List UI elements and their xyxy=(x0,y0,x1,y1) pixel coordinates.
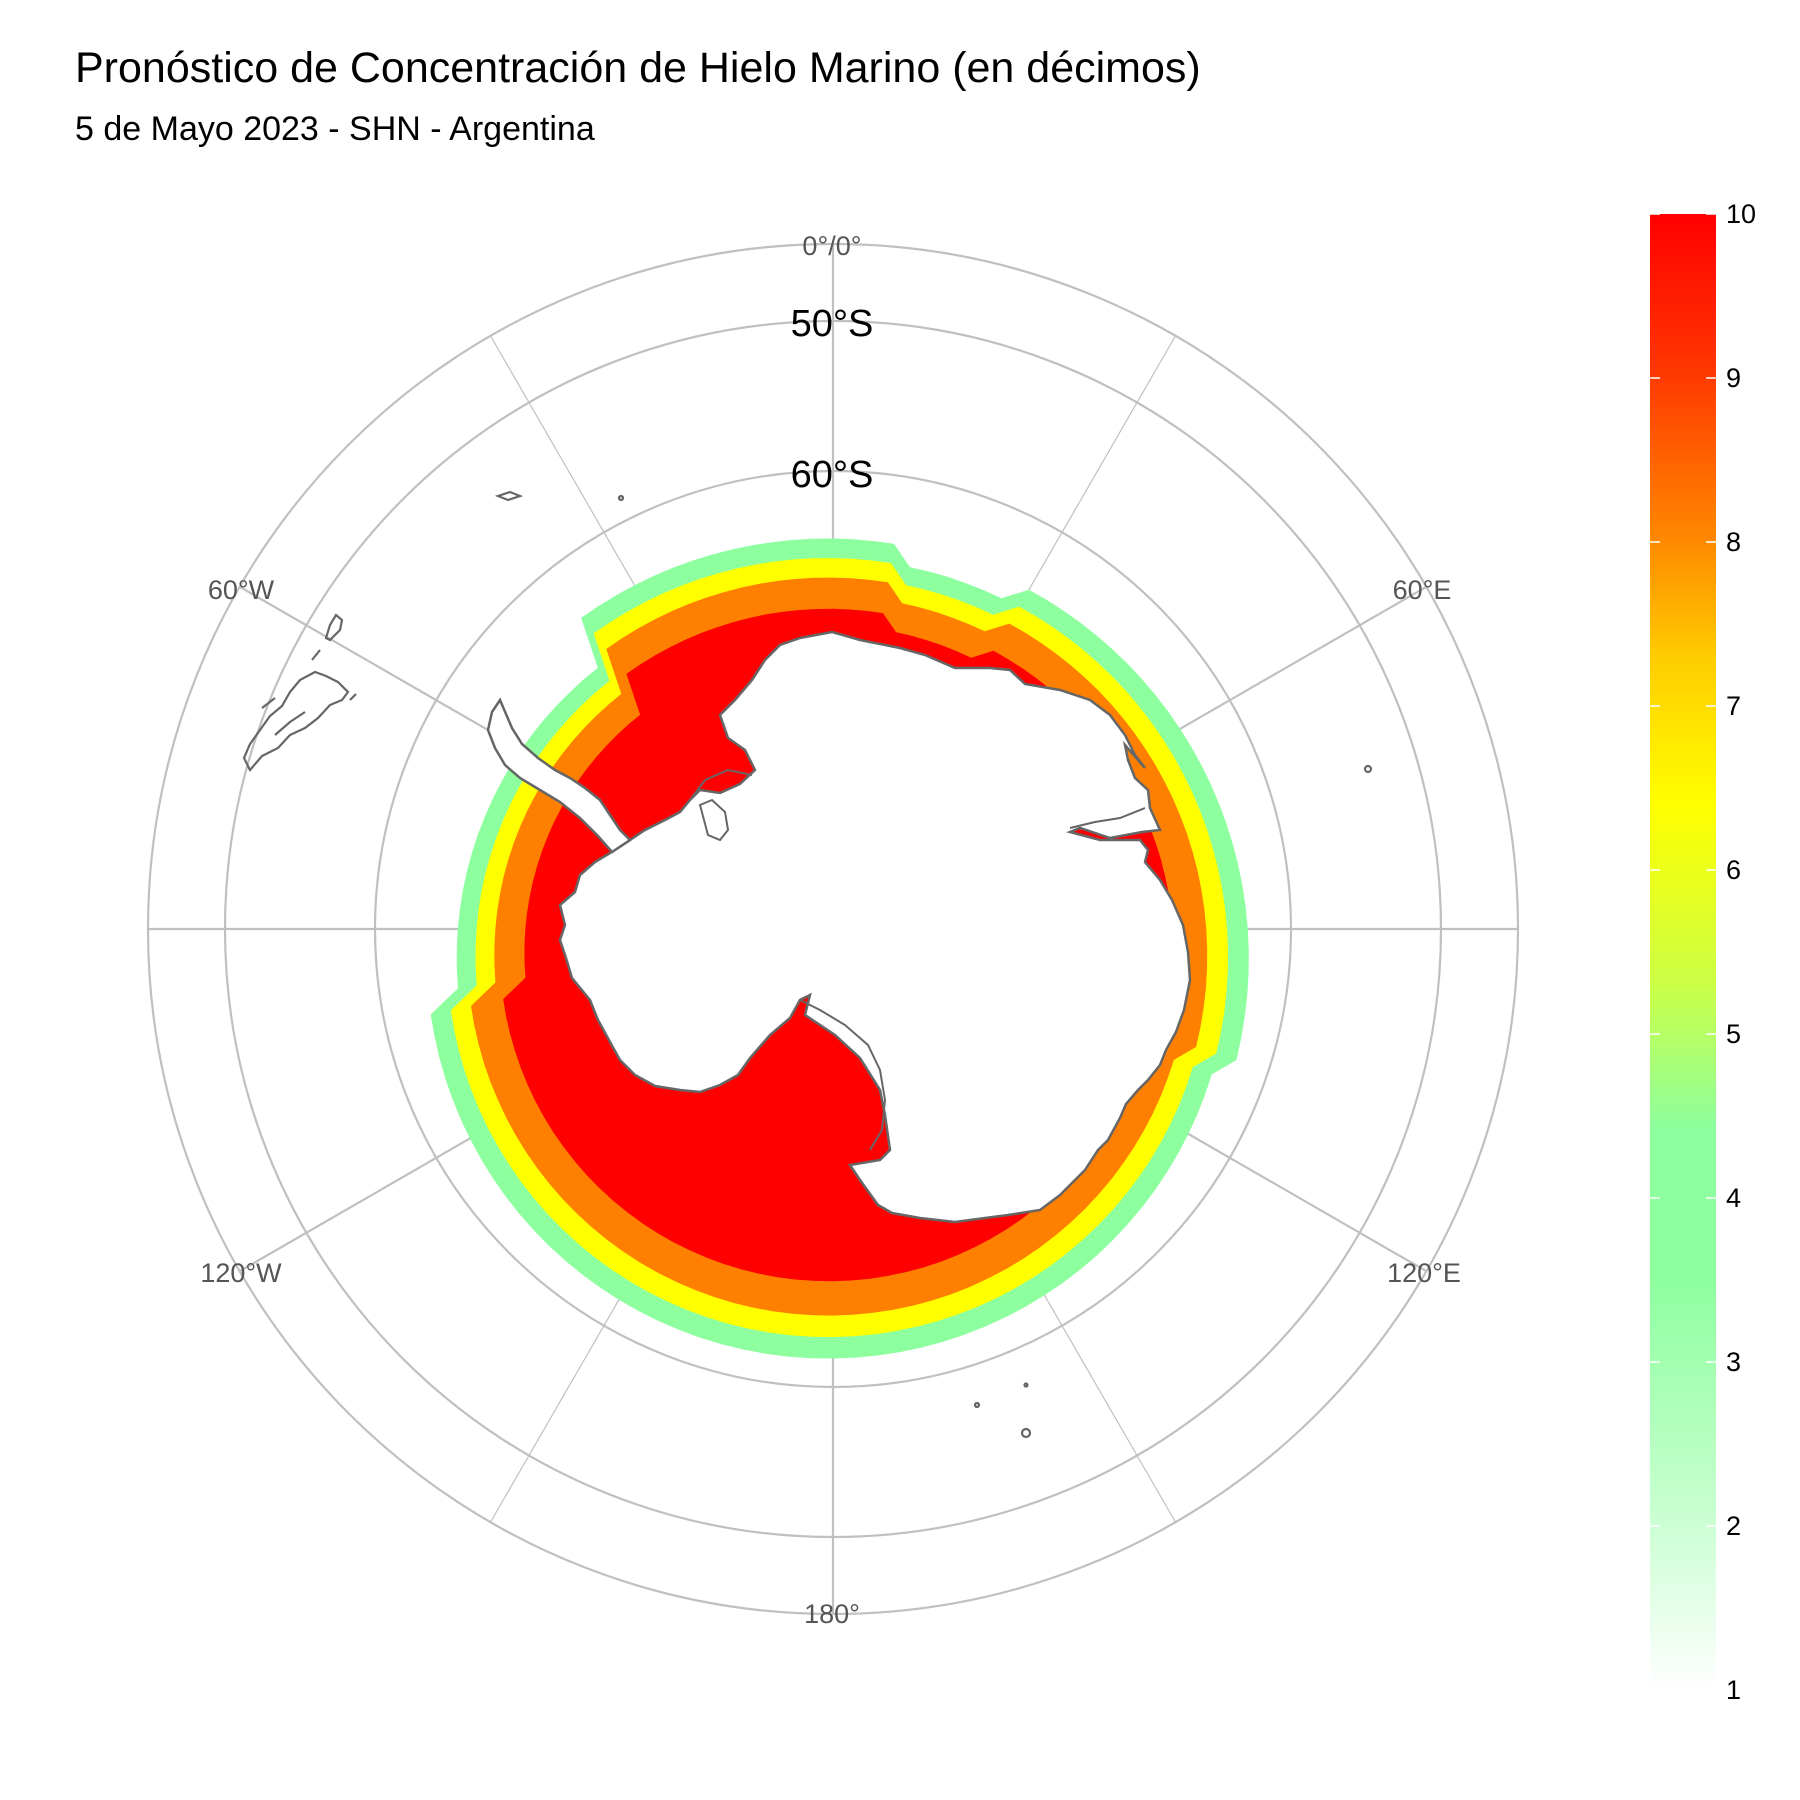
colorbar-tick-label: 7 xyxy=(1726,691,1741,721)
auckland-island xyxy=(973,1401,981,1409)
colorbar-legend: 10 9 8 7 6 5 4 3 2 1 xyxy=(1650,199,1756,1705)
lon-label-0: 0°/0° xyxy=(802,231,861,261)
colorbar-ticks: 10 9 8 7 6 5 4 3 2 1 xyxy=(1650,199,1756,1705)
macquarie-island xyxy=(1023,1382,1029,1388)
lon-label-180: 180° xyxy=(804,1599,860,1629)
colorbar-tick-label: 6 xyxy=(1726,855,1741,885)
colorbar-tick-label: 5 xyxy=(1726,1019,1741,1049)
ice-rise-island xyxy=(698,798,730,842)
south-georgia-island xyxy=(494,490,524,502)
graticule-labels: 0°/0° 60°E 120°E 180° 120°W 60°W 50°S 60… xyxy=(200,231,1461,1629)
lon-label-120e: 120°E xyxy=(1387,1258,1461,1288)
lat-label-60s: 60°S xyxy=(791,454,874,496)
antarctic-peninsula xyxy=(486,697,632,854)
colorbar xyxy=(1650,214,1716,1690)
kerguelen-island xyxy=(1363,764,1373,774)
colorbar-tick-label: 4 xyxy=(1726,1183,1741,1213)
lon-label-60e: 60°E xyxy=(1393,575,1452,605)
colorbar-tick-label: 8 xyxy=(1726,527,1741,557)
south-america-coast xyxy=(242,613,357,772)
lat-label-50s: 50°S xyxy=(791,303,874,345)
page-title: Pronóstico de Concentración de Hielo Mar… xyxy=(75,44,1201,92)
lon-label-60w: 60°W xyxy=(208,575,275,605)
weddell-ice-shelf xyxy=(689,768,753,801)
lon-label-120w: 120°W xyxy=(200,1258,282,1288)
colorbar-tick-label: 1 xyxy=(1726,1675,1741,1705)
ross-ice-shelf xyxy=(799,999,887,1151)
page-subtitle: 5 de Mayo 2023 - SHN - Argentina xyxy=(75,110,595,148)
colorbar-tick-label: 9 xyxy=(1726,363,1741,393)
colorbar-tick-label: 3 xyxy=(1726,1347,1741,1377)
colorbar-tick-label: 10 xyxy=(1726,199,1756,229)
south-orkney-island xyxy=(617,494,625,502)
colorbar-tick-label: 2 xyxy=(1726,1511,1741,1541)
campbell-island xyxy=(1020,1427,1032,1439)
sub-antarctic-islands xyxy=(494,490,1373,1439)
amery-ice-shelf xyxy=(1069,807,1146,829)
